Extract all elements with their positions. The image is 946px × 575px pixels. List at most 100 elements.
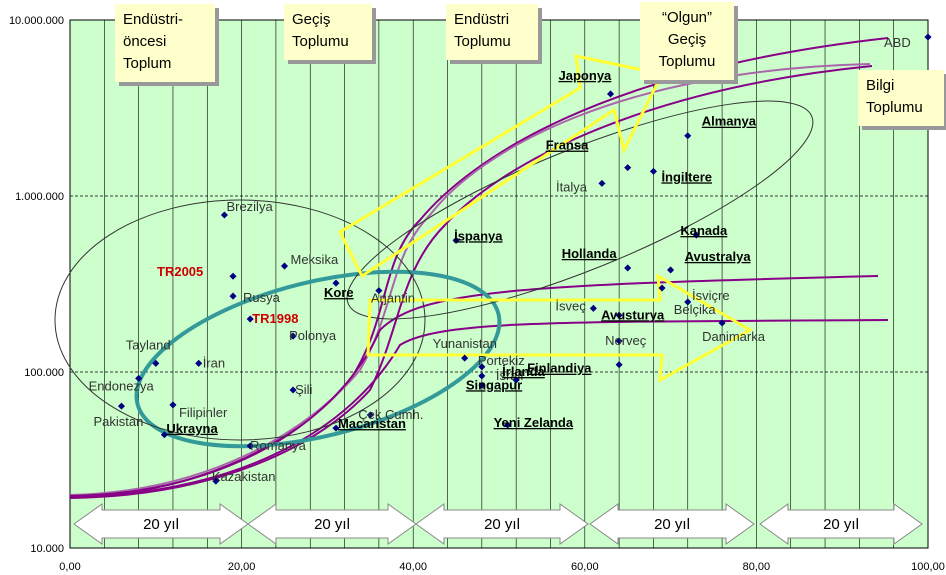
- period-label: 20 yıl: [823, 516, 859, 533]
- point-label: Pakistan: [93, 414, 143, 429]
- y-tick-label: 100.000: [24, 367, 64, 379]
- point-label: Çek Cumh.: [358, 407, 423, 422]
- data-point: [169, 401, 177, 409]
- data-point: [246, 442, 254, 450]
- stage-labels: Endüstri-öncesi Toplum Geçiş Toplumu Endüstr…: [115, 2, 946, 130]
- point-label: Tayland: [126, 337, 171, 352]
- point-label: İtalya: [556, 179, 588, 194]
- data-point: [615, 337, 623, 345]
- point-label: Endonezya: [89, 378, 155, 393]
- horizontal-gridlines: [70, 195, 928, 373]
- point-label: Brezilya: [226, 199, 273, 214]
- data-point: [512, 376, 520, 384]
- period-label: 20 yıl: [314, 516, 350, 533]
- data-point: [478, 381, 486, 389]
- point-label: Singapur: [466, 377, 522, 392]
- stage-label: Endüstri-: [123, 11, 183, 28]
- data-point: [598, 179, 606, 187]
- stage-label: “Olgun”: [662, 9, 712, 26]
- data-point: [658, 284, 666, 292]
- point-label: Fransa: [546, 138, 589, 153]
- point-label: ABD: [884, 35, 911, 50]
- data-point: [667, 266, 675, 274]
- curve-3: [69, 65, 873, 499]
- data-point: [289, 386, 297, 394]
- stage-box: [446, 4, 538, 60]
- stage-label: Geçiş: [668, 31, 706, 48]
- data-point: [152, 359, 160, 367]
- point-label: Polonya: [289, 328, 337, 343]
- point-label: Romanya: [250, 438, 306, 453]
- x-tick-label: 0,00: [59, 561, 80, 573]
- x-tick-label: 20,00: [228, 561, 256, 573]
- data-point: [135, 374, 143, 382]
- data-point: [478, 372, 486, 380]
- data-point: [375, 287, 383, 295]
- data-point: [924, 33, 932, 41]
- period-label: 20 yıl: [143, 516, 179, 533]
- x-tick-labels: 0,00 20,00 40,00 60,00 80,00 100,00: [59, 561, 945, 573]
- point-label: Filipinler: [179, 405, 228, 420]
- x-tick-label: 60,00: [571, 561, 599, 573]
- x-tick-label: 100,00: [911, 561, 945, 573]
- point-label: Rusya: [243, 290, 281, 305]
- stage-label: Endüstri: [454, 11, 509, 28]
- point-label: İran: [203, 355, 225, 370]
- point-label: İsveç: [555, 298, 586, 313]
- data-point: [589, 304, 597, 312]
- data-point: [615, 311, 623, 319]
- country-points: ABD Japonya Almanya Fransa İngiltere İtalya Br…: [89, 33, 932, 485]
- data-point: [624, 264, 632, 272]
- x-tick-label: 80,00: [743, 561, 771, 573]
- right-arrow: [366, 273, 754, 383]
- point-label: Kore: [324, 285, 354, 300]
- period-arrow: [589, 503, 755, 545]
- data-point: [615, 361, 623, 369]
- point-label: Kazakistan: [212, 469, 276, 484]
- stage-label: Toplumu: [866, 99, 923, 116]
- curve-5: [69, 319, 889, 498]
- point-label: İrlanda: [502, 364, 545, 379]
- point-label: Belçika: [674, 302, 717, 317]
- stage-label: öncesi: [123, 33, 166, 50]
- up-arrow: [338, 54, 665, 279]
- data-point: [684, 132, 692, 140]
- point-label: Yeni Zelanda: [494, 415, 574, 430]
- point-label: Yunanistan: [433, 336, 497, 351]
- point-label: Arjantin: [371, 291, 415, 306]
- data-point: [366, 411, 374, 419]
- stage-label: Toplumu: [454, 33, 511, 50]
- point-label: TR1998: [252, 311, 298, 326]
- period-arrows: 20 yıl 20 yıl 20 yıl 20 yıl 20 yıl: [73, 503, 923, 545]
- data-point: [718, 319, 726, 327]
- developed-ellipse: [346, 100, 814, 320]
- y-tick-label: 1.000.000: [15, 191, 64, 203]
- curve-2: [69, 63, 871, 496]
- data-point: [332, 279, 340, 287]
- point-label: Norveç: [605, 333, 647, 348]
- point-label: Macaristan: [338, 416, 406, 431]
- period-arrow: [415, 503, 589, 545]
- point-label: Almanya: [702, 114, 757, 129]
- data-point: [280, 262, 289, 270]
- stage-label: Toplumu: [659, 53, 716, 70]
- data-point: [478, 363, 486, 371]
- y-tick-label: 10.000.000: [9, 15, 64, 27]
- vertical-gridlines: [104, 20, 894, 548]
- point-label: Japonya: [559, 68, 613, 83]
- data-point: [229, 272, 237, 280]
- y-tick-label: 10.000: [30, 543, 64, 555]
- point-label: Şili: [295, 382, 312, 397]
- point-label: TR2005: [157, 264, 203, 279]
- stage-box: [115, 4, 215, 82]
- data-point: [246, 315, 254, 323]
- point-label: İngiltere: [661, 169, 712, 184]
- point-label: Kanada: [680, 223, 728, 238]
- data-point: [649, 167, 657, 175]
- data-point: [160, 431, 168, 439]
- development-curves: [69, 37, 889, 499]
- data-point: [504, 421, 512, 429]
- data-point: [624, 164, 632, 172]
- period-arrow: [759, 503, 923, 545]
